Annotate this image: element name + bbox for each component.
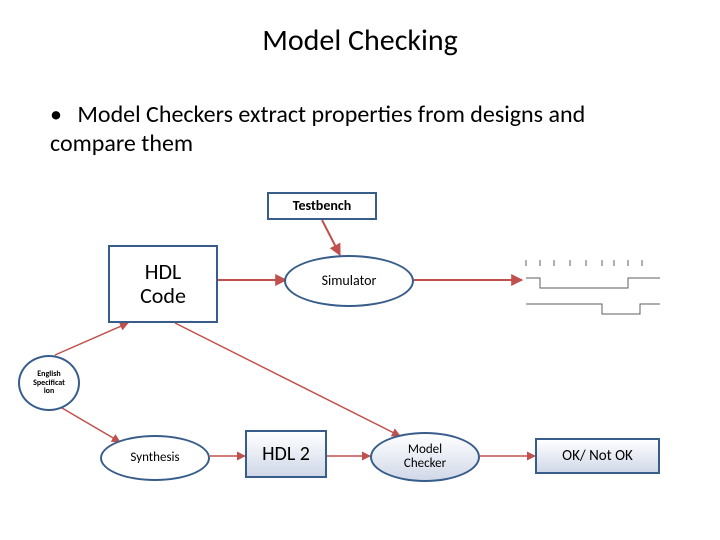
node-hdl: HDL Code: [108, 245, 218, 323]
diagram-canvas: Testbench HDL Code Simulator English Specif…: [0, 180, 720, 540]
node-testbench: Testbench: [267, 192, 377, 220]
bullet-item: • Model Checkers extract properties from…: [50, 100, 670, 158]
wave-signal-1: [526, 278, 660, 288]
wave-signal-2: [526, 304, 660, 314]
node-hdl2: HDL 2: [245, 430, 327, 478]
edge-english-synthesis: [62, 408, 120, 442]
node-synthesis: Synthesis: [100, 435, 210, 481]
bullet-marker: •: [50, 100, 62, 129]
node-okbox: OK/ Not OK: [535, 438, 660, 474]
edge-testbench-simulator: [322, 220, 340, 255]
bullet-text: Model Checkers extract properties from d…: [50, 100, 585, 158]
node-english: English Specificat ion: [18, 355, 80, 411]
node-simulator: Simulator: [284, 255, 414, 307]
edges-layer: [0, 180, 720, 540]
slide-title: Model Checking: [0, 22, 720, 59]
node-checker: Model Checker: [370, 432, 480, 482]
edge-english-hdl: [55, 323, 128, 355]
edge-hdl-checker: [175, 323, 400, 436]
